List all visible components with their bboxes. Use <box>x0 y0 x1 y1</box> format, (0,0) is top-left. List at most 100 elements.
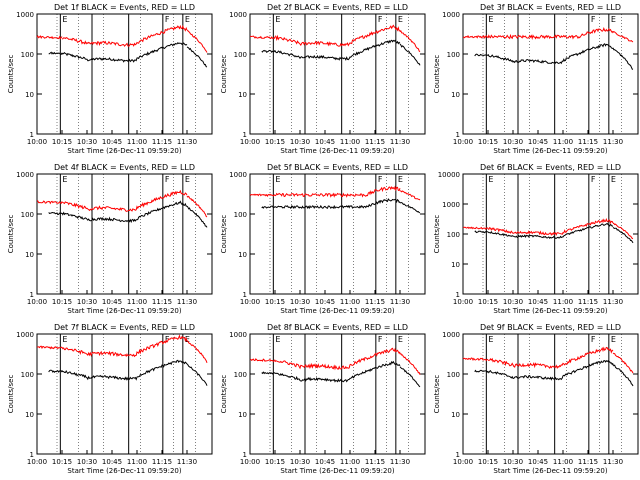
y-tick-label: 10 <box>451 91 460 99</box>
y-axis-label: Counts/sec <box>220 55 228 94</box>
panel-2: Det 2f BLACK = Events, RED = LLD 1 10 100 10… <box>220 3 426 155</box>
y-tick-label: 10 <box>25 411 34 419</box>
x-tick-label: 10:45 <box>315 458 335 466</box>
plot-frame <box>249 13 426 135</box>
x-tick-label: 11:00 <box>553 298 573 306</box>
marker-label: E <box>488 175 493 184</box>
x-tick-label: 11:15 <box>365 298 385 306</box>
marker-label: E <box>398 335 403 344</box>
series-lld-tail <box>187 30 208 53</box>
marker-label: F <box>165 335 170 344</box>
marker-label: E <box>62 175 67 184</box>
panel-5: Det 5f BLACK = Events, RED = LLD 1 10 100 10… <box>220 163 426 315</box>
series-events-line <box>61 200 188 224</box>
x-axis-label: Start Time (26-Dec-11 09:59:20) <box>280 147 394 155</box>
panel-7: Det 7f BLACK = Events, RED = LLD 1 10 100 10… <box>7 323 213 475</box>
marker-label: E <box>185 175 190 184</box>
y-tick-label: 1 <box>456 451 460 459</box>
x-tick-label: 11:15 <box>365 458 385 466</box>
y-tick-label: 1 <box>456 131 460 139</box>
x-tick-label: 10:45 <box>102 458 122 466</box>
y-tick-label: 1 <box>30 451 34 459</box>
marker-label: E <box>488 335 493 344</box>
y-tick-label: 1 <box>30 291 34 299</box>
y-tick-label: 1 <box>30 131 34 139</box>
panel-title: Det 2f BLACK = Events, RED = LLD <box>267 3 408 12</box>
x-tick-label: 10:45 <box>315 298 335 306</box>
panel-title: Det 6f BLACK = Events, RED = LLD <box>480 163 621 172</box>
x-tick-label: 11:30 <box>390 138 410 146</box>
marker-label: F <box>591 175 596 184</box>
series-lld-tail <box>187 340 208 363</box>
x-tick-label: 10:45 <box>102 138 122 146</box>
y-tick-label: 100 <box>234 211 247 219</box>
x-tick-label: 11:00 <box>127 298 147 306</box>
series-events-head <box>48 369 63 373</box>
series-events-head <box>48 211 63 216</box>
x-tick-label: 11:00 <box>553 458 573 466</box>
x-axis-label: Start Time (26-Dec-11 09:59:20) <box>67 147 181 155</box>
series-events-line <box>274 360 401 383</box>
x-tick-label: 10:45 <box>315 138 335 146</box>
y-tick-label: 100 <box>234 371 247 379</box>
y-axis-label: Counts/sec <box>220 375 228 414</box>
series-lld-tail <box>399 29 421 53</box>
y-tick-label: 1000 <box>229 11 247 19</box>
panel-title: Det 5f BLACK = Events, RED = LLD <box>267 163 408 172</box>
x-tick-label: 11:00 <box>340 458 360 466</box>
series-lld-line <box>487 27 614 40</box>
y-axis-label: Counts/sec <box>7 375 15 414</box>
y-tick-label: 100 <box>447 231 460 239</box>
x-tick-label: 10:15 <box>478 458 498 466</box>
series-lld-line <box>487 217 614 236</box>
series-events-line <box>487 222 614 239</box>
x-tick-label: 10:15 <box>265 298 285 306</box>
x-tick-label: 11:00 <box>553 138 573 146</box>
series-events-tail <box>186 205 208 228</box>
x-tick-label: 10:15 <box>52 458 72 466</box>
marker-label: E <box>611 335 616 344</box>
y-axis-label: Counts/sec <box>433 55 441 94</box>
marker-label: E <box>611 15 616 24</box>
x-tick-label: 10:30 <box>290 458 310 466</box>
plot-frame <box>36 333 213 455</box>
marker-label: E <box>62 15 67 24</box>
x-tick-label: 10:00 <box>27 458 47 466</box>
y-tick-label: 10000 <box>438 171 460 179</box>
series-lld-line <box>274 24 401 47</box>
panel-title: Det 9f BLACK = Events, RED = LLD <box>480 323 621 332</box>
series-events-tail <box>612 227 634 244</box>
plot-frame <box>249 173 426 295</box>
x-tick-label: 11:30 <box>603 458 623 466</box>
series-events-head <box>48 51 63 56</box>
marker-label: F <box>378 175 383 184</box>
panel-title: Det 8f BLACK = Events, RED = LLD <box>267 323 408 332</box>
series-lld-line <box>487 346 614 370</box>
x-tick-label: 10:00 <box>453 298 473 306</box>
y-tick-label: 1 <box>243 291 247 299</box>
x-tick-label: 11:00 <box>127 138 147 146</box>
x-axis-label: Start Time (26-Dec-11 09:59:20) <box>493 307 607 315</box>
y-tick-label: 1000 <box>442 201 460 209</box>
x-tick-label: 10:00 <box>27 138 47 146</box>
x-tick-label: 10:15 <box>478 138 498 146</box>
y-tick-label: 10 <box>25 91 34 99</box>
panel-title: Det 4f BLACK = Events, RED = LLD <box>54 163 195 172</box>
y-tick-label: 100 <box>21 211 34 219</box>
marker-label: E <box>62 335 67 344</box>
series-events-line <box>487 359 614 381</box>
panel-3: Det 3f BLACK = Events, RED = LLD 1 10 100 10… <box>433 3 639 155</box>
marker-label: E <box>488 15 493 24</box>
panel-title: Det 1f BLACK = Events, RED = LLD <box>54 3 195 12</box>
x-tick-label: 10:00 <box>453 138 473 146</box>
x-tick-label: 11:15 <box>152 458 172 466</box>
y-tick-label: 1 <box>243 451 247 459</box>
marker-label: E <box>611 175 616 184</box>
series-lld-tail <box>399 352 421 375</box>
y-axis-label: Counts/sec <box>433 215 441 254</box>
x-tick-label: 11:30 <box>177 458 197 466</box>
y-tick-label: 10 <box>451 261 460 269</box>
marker-label: E <box>275 175 280 184</box>
x-tick-label: 10:45 <box>528 458 548 466</box>
